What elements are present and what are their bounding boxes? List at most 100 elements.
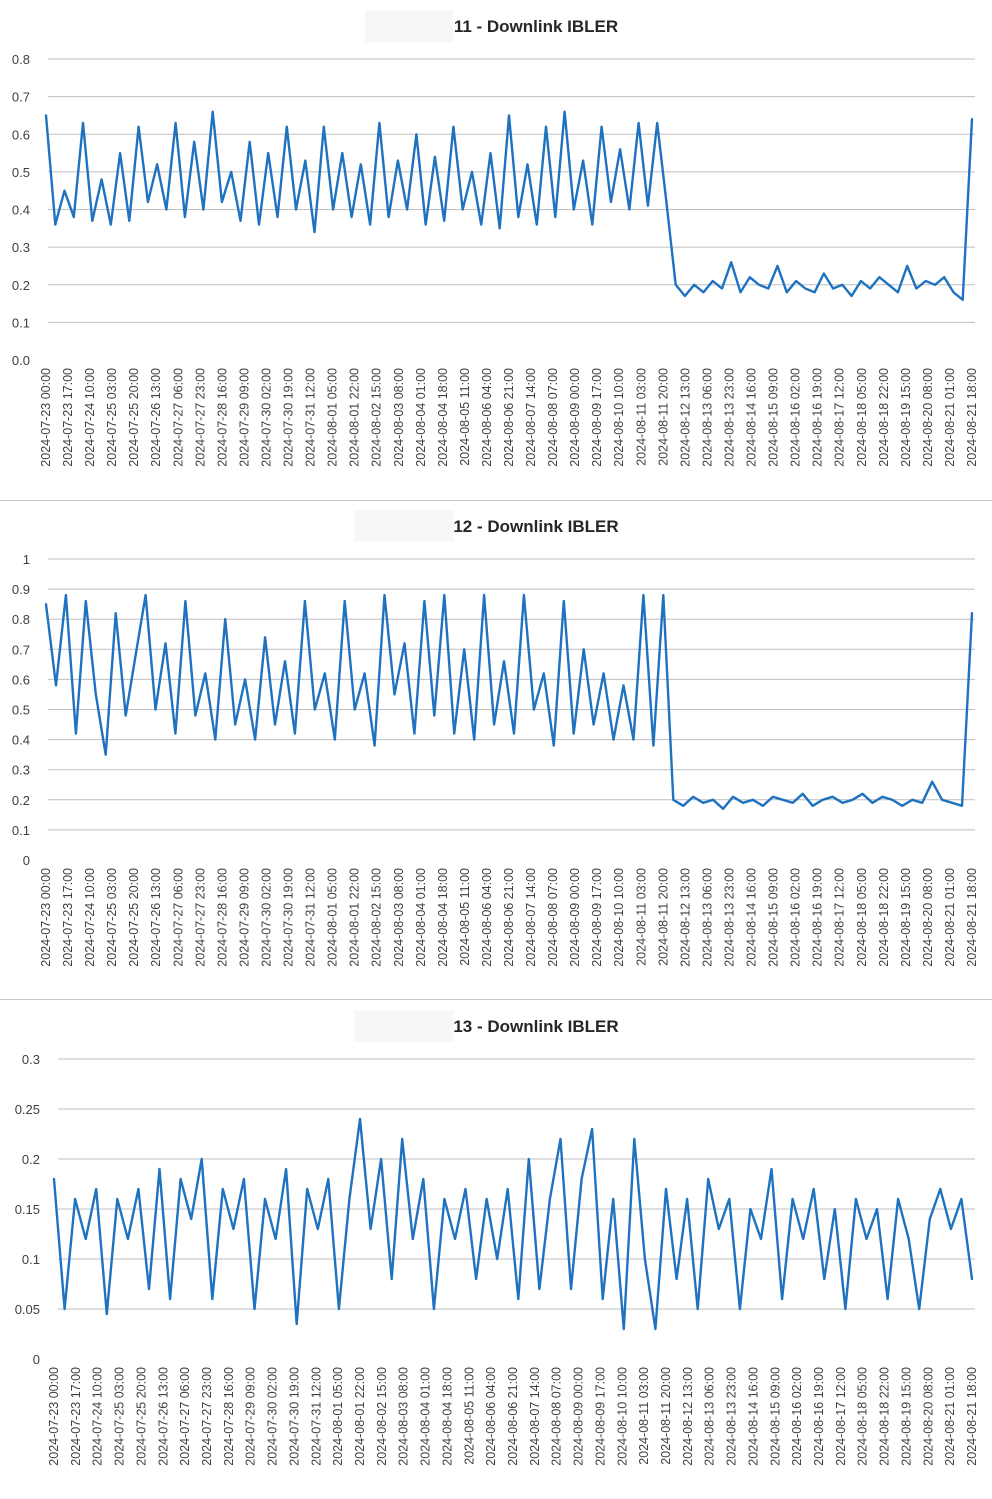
title-redaction (365, 10, 453, 42)
y-tick-label: 0.3 (22, 1052, 40, 1067)
x-tick-label: 2024-08-13 06:00 (703, 1367, 717, 1466)
x-tick-label: 2024-08-09 17:00 (593, 1367, 607, 1466)
y-tick-label: 0.9 (12, 582, 30, 597)
x-tick-label: 2024-08-17 12:00 (834, 1367, 848, 1466)
x-tick-label: 2024-07-26 13:00 (149, 368, 163, 467)
x-tick-label: 2024-08-13 23:00 (722, 368, 736, 467)
chart-13-svg: 13 - Downlink IBLER 0 0.05 0.1 0.15 0.2 0.25 0.… (15, 1010, 979, 1466)
x-tick-label: 2024-08-17 12:00 (833, 368, 847, 467)
x-tick-label: 2024-07-25 20:00 (127, 868, 141, 967)
y-tick-label: 0.25 (15, 1102, 40, 1117)
x-tick-label: 2024-08-13 23:00 (722, 868, 736, 967)
x-tick-label: 2024-08-04 01:00 (419, 1367, 433, 1466)
y-tick-label: 1 (23, 552, 30, 567)
x-tick-label: 2024-07-26 13:00 (149, 868, 163, 967)
x-tick-label: 2024-07-26 13:00 (156, 1367, 170, 1466)
x-tick-label: 2024-08-16 02:00 (790, 1367, 804, 1466)
x-tick-label: 2024-07-23 00:00 (39, 368, 53, 467)
x-tick-label: 2024-08-01 05:00 (331, 1367, 345, 1466)
x-tick-label: 2024-07-30 02:00 (259, 868, 273, 967)
x-tick-label: 2024-08-01 05:00 (326, 368, 340, 467)
title-redaction (354, 510, 454, 542)
y-tick-label: 0.6 (12, 127, 30, 142)
x-tick-label: 2024-08-09 00:00 (572, 1367, 586, 1466)
x-tick-label: 2024-08-19 15:00 (899, 368, 913, 467)
title-redaction (354, 1010, 454, 1042)
x-tick-label: 2024-08-06 21:00 (502, 868, 516, 967)
x-tick-label: 2024-08-03 08:00 (392, 868, 406, 967)
x-tick-label: 2024-08-06 21:00 (506, 1367, 520, 1466)
x-tick-label: 2024-08-07 14:00 (528, 1367, 542, 1466)
series-line (44, 110, 974, 301)
chart-11-svg: 11 - Downlink IBLER 0.0 0.1 0.2 0.3 0.4 0.5 0.6… (12, 10, 979, 467)
x-tick-label: 2024-08-13 06:00 (700, 868, 714, 967)
x-tick-label: 2024-08-19 15:00 (899, 1367, 913, 1466)
x-tick-label: 2024-07-28 16:00 (215, 368, 229, 467)
series-line (44, 593, 974, 810)
x-tick-label: 2024-08-06 04:00 (484, 1367, 498, 1466)
y-tick-label: 0.2 (12, 793, 30, 808)
x-tick-label: 2024-07-27 06:00 (171, 368, 185, 467)
x-tick-label: 2024-07-23 00:00 (39, 868, 53, 967)
x-tick-label: 2024-08-09 00:00 (568, 868, 582, 967)
x-tick-label: 2024-08-18 22:00 (877, 868, 891, 967)
y-tick-label: 0.4 (12, 733, 30, 748)
x-tick-label: 2024-08-13 23:00 (725, 1367, 739, 1466)
x-tick-label: 2024-08-16 19:00 (811, 868, 825, 967)
chart-12-svg: 12 - Downlink IBLER 0 0.1 0.2 0.3 0.4 0.5 0.6 0.… (12, 510, 979, 967)
y-tick-label: 0.2 (22, 1152, 40, 1167)
x-tick-label: 2024-07-31 12:00 (304, 368, 318, 467)
x-tick-label: 2024-07-30 19:00 (287, 1367, 301, 1466)
x-tick-label: 2024-08-11 03:00 (634, 868, 648, 966)
chart-title: 13 - Downlink IBLER (453, 1017, 618, 1036)
x-tick-label: 2024-08-18 22:00 (878, 1367, 892, 1466)
x-tick-label: 2024-08-11 20:00 (659, 1367, 673, 1465)
x-tick-label: 2024-08-04 18:00 (436, 868, 450, 967)
x-tick-label: 2024-08-10 10:00 (612, 368, 626, 467)
x-tick-label: 2024-08-11 20:00 (656, 368, 670, 466)
x-tick-label: 2024-08-12 13:00 (681, 1367, 695, 1466)
x-tick-label: 2024-07-25 20:00 (134, 1367, 148, 1466)
x-tick-label: 2024-08-21 18:00 (965, 1367, 979, 1466)
x-tick-label: 2024-07-30 19:00 (282, 868, 296, 967)
y-tick-label: 0.8 (12, 612, 30, 627)
y-tick-label: 0.4 (12, 203, 30, 218)
y-tick-label: 0.1 (12, 823, 30, 838)
x-tick-label: 2024-08-08 07:00 (546, 368, 560, 467)
x-tick-label: 2024-08-04 01:00 (414, 868, 428, 967)
x-tick-label: 2024-07-30 02:00 (259, 368, 273, 467)
x-tick-label: 2024-07-31 12:00 (309, 1367, 323, 1466)
series-line (52, 1117, 974, 1331)
chart-title: 12 - Downlink IBLER (453, 517, 618, 536)
x-tick-label: 2024-07-30 02:00 (266, 1367, 280, 1466)
y-tick-label: 0.6 (12, 672, 30, 687)
chart-divider (0, 500, 992, 501)
x-tick-label: 2024-08-18 05:00 (855, 868, 869, 967)
y-tick-label: 0.5 (12, 703, 30, 718)
x-tick-label: 2024-07-25 03:00 (105, 868, 119, 967)
y-tick-label: 0.3 (12, 240, 30, 255)
y-tick-label: 0.05 (15, 1302, 40, 1317)
y-tick-label: 0.7 (12, 642, 30, 657)
x-tick-label: 2024-08-17 12:00 (833, 868, 847, 967)
x-tick-label: 2024-07-25 03:00 (113, 1367, 127, 1466)
chart-divider (0, 999, 992, 1000)
x-tick-label: 2024-08-04 01:00 (414, 368, 428, 467)
x-tick-label: 2024-08-21 01:00 (943, 368, 957, 467)
x-tick-label: 2024-08-03 08:00 (392, 368, 406, 467)
x-tick-label: 2024-07-27 23:00 (193, 368, 207, 467)
chart-title: 11 - Downlink IBLER (454, 17, 618, 36)
x-tick-label: 2024-08-02 15:00 (370, 868, 384, 967)
chart-panel-13: 13 - Downlink IBLER 0 0.05 0.1 0.15 0.2 0.25 0.… (0, 1000, 992, 1499)
x-tick-label: 2024-08-21 18:00 (965, 368, 979, 467)
x-tick-label: 2024-08-14 16:00 (746, 1367, 760, 1466)
chart-panel-12: 12 - Downlink IBLER 0 0.1 0.2 0.3 0.4 0.5 0.6 0.… (0, 501, 992, 999)
x-tick-label: 2024-08-01 22:00 (348, 868, 362, 967)
x-tick-label: 2024-08-10 10:00 (612, 868, 626, 967)
x-tick-label: 2024-08-11 03:00 (634, 368, 648, 466)
y-tick-label: 0.1 (12, 315, 30, 330)
x-tick-label: 2024-07-28 16:00 (215, 868, 229, 967)
x-tick-label: 2024-08-21 18:00 (965, 868, 979, 967)
x-tick-label: 2024-08-21 01:00 (943, 868, 957, 967)
x-tick-label: 2024-08-19 15:00 (899, 868, 913, 967)
